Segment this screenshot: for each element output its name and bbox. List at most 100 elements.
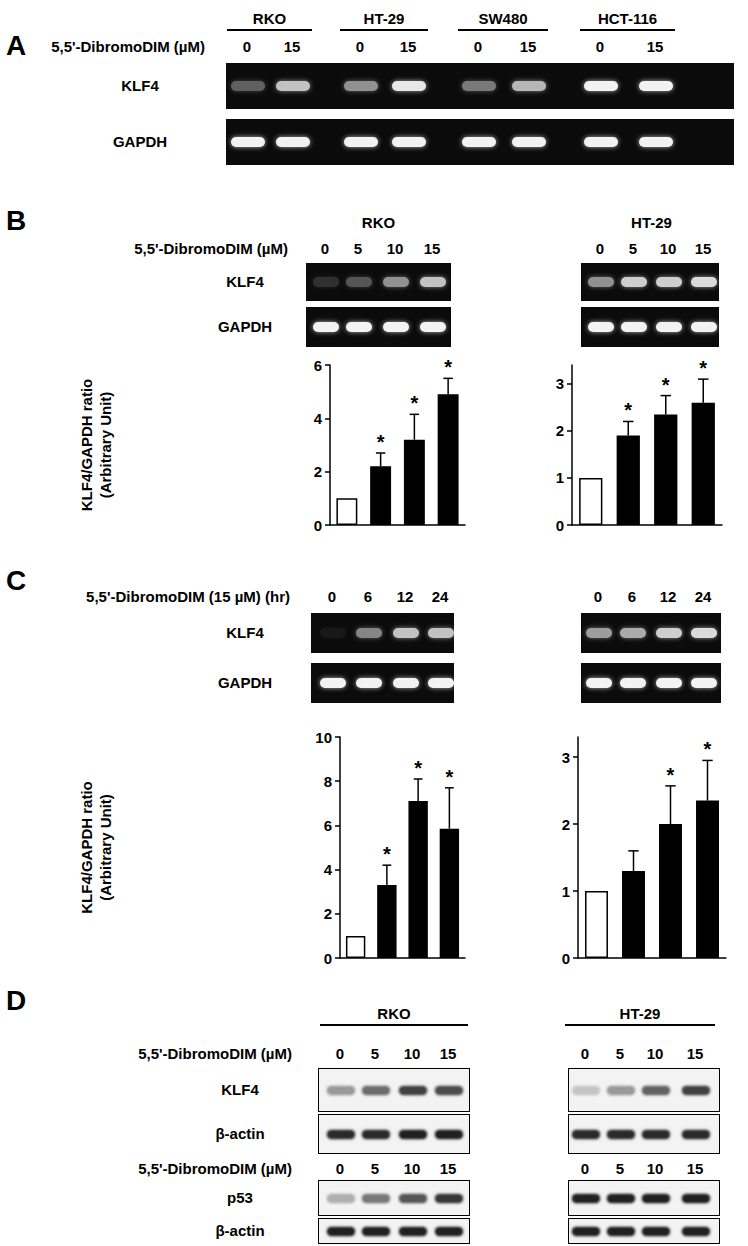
svg-text:(Arbitrary Unit): (Arbitrary Unit)	[97, 794, 114, 901]
html-text:6: 6	[627, 588, 637, 605]
html-text:15: 15	[686, 1045, 704, 1062]
html-text:15: 15	[399, 38, 417, 55]
html-text:12: 12	[396, 588, 414, 605]
html-text:10: 10	[403, 1160, 421, 1177]
svg-text:*: *	[377, 431, 385, 453]
html-text:HT-29: HT-29	[631, 214, 672, 231]
html-text:5,5'-DibromoDIM (15 µM) (hr): 5,5'-DibromoDIM (15 µM) (hr)	[86, 588, 290, 605]
html-text:0: 0	[327, 588, 337, 605]
svg-text:0: 0	[314, 517, 322, 534]
html-text:KLF4: KLF4	[226, 273, 264, 290]
html-text:RKO: RKO	[377, 1005, 411, 1022]
html-text:15: 15	[439, 1160, 457, 1177]
html-text:0: 0	[473, 38, 483, 55]
svg-text:2: 2	[556, 422, 564, 439]
svg-text:KLF4/GAPDH ratio: KLF4/GAPDH ratio	[78, 379, 95, 512]
svg-text:0: 0	[324, 950, 332, 967]
html-text:5,5'-DibromoDIM (µM): 5,5'-DibromoDIM (µM)	[138, 1160, 292, 1177]
svg-text:*: *	[444, 356, 452, 378]
svg-text:*: *	[624, 399, 632, 421]
html-text:GAPDH: GAPDH	[112, 133, 168, 150]
html-text:5: 5	[370, 1160, 380, 1177]
svg-text:0: 0	[556, 517, 564, 534]
html-text:10: 10	[386, 240, 404, 257]
html-text:15: 15	[519, 38, 537, 55]
svg-text:*: *	[414, 757, 422, 779]
svg-text:*: *	[445, 766, 453, 788]
html-text:15: 15	[423, 240, 441, 257]
html-text:D: D	[6, 985, 27, 1016]
html-text:15: 15	[694, 240, 712, 257]
html-text:5: 5	[370, 1045, 380, 1062]
html-text:KLF4: KLF4	[121, 77, 159, 94]
html-text:0: 0	[242, 38, 252, 55]
html-text:A: A	[6, 30, 27, 61]
html-text:β-actin: β-actin	[215, 1222, 265, 1239]
svg-text:*: *	[699, 357, 707, 379]
html-text:SW480: SW480	[478, 10, 528, 27]
html-text:10: 10	[646, 1160, 664, 1177]
html-text:HT-29: HT-29	[619, 1005, 661, 1022]
svg-text:1: 1	[562, 883, 570, 900]
svg-text:3: 3	[556, 375, 564, 392]
html-text:10: 10	[659, 240, 677, 257]
html-text:5: 5	[353, 240, 363, 257]
html-text:0: 0	[355, 38, 365, 55]
html-text:24: 24	[694, 588, 712, 605]
svg-text:*: *	[410, 392, 418, 414]
html-text:0: 0	[595, 38, 605, 55]
svg-text:2: 2	[324, 905, 332, 922]
html-text:0: 0	[335, 1045, 345, 1062]
html-text:C: C	[6, 565, 27, 596]
html-text:0: 0	[580, 1045, 590, 1062]
html-text:6: 6	[363, 588, 373, 605]
html-text:24: 24	[431, 588, 449, 605]
html-text:15: 15	[283, 38, 301, 55]
html-text:HCT-116: HCT-116	[597, 10, 658, 27]
html-text:12: 12	[659, 588, 677, 605]
html-text:GAPDH: GAPDH	[217, 674, 273, 691]
html-text:KLF4: KLF4	[221, 1081, 259, 1098]
svg-text:2: 2	[562, 816, 570, 833]
svg-text:0: 0	[562, 950, 570, 967]
svg-text:*: *	[704, 738, 712, 760]
html-text:RKO: RKO	[252, 10, 287, 27]
html-text:p53: p53	[227, 1189, 253, 1206]
html-text:β-actin: β-actin	[215, 1125, 265, 1142]
html-text:5,5'-DibromoDIM (µM): 5,5'-DibromoDIM (µM)	[51, 38, 205, 55]
html-text:5: 5	[615, 1045, 625, 1062]
svg-text:*: *	[662, 374, 670, 396]
html-text:5: 5	[615, 1160, 625, 1177]
svg-text:4: 4	[324, 861, 333, 878]
svg-text:KLF4/GAPDH ratio: KLF4/GAPDH ratio	[78, 781, 95, 914]
html-text:15: 15	[439, 1045, 457, 1062]
html-text:KLF4: KLF4	[226, 624, 264, 641]
html-text:5,5'-DibromoDIM (µM): 5,5'-DibromoDIM (µM)	[138, 1045, 292, 1062]
svg-text:*: *	[383, 843, 391, 865]
svg-text:2: 2	[314, 463, 322, 480]
svg-text:6: 6	[314, 357, 322, 374]
svg-text:10: 10	[315, 729, 332, 746]
svg-text:3: 3	[562, 749, 570, 766]
html-text:HT-29: HT-29	[363, 10, 405, 27]
html-text:0: 0	[320, 240, 330, 257]
svg-text:8: 8	[324, 773, 332, 790]
html-text:0: 0	[335, 1160, 345, 1177]
svg-text:1: 1	[556, 469, 564, 486]
html-text:B: B	[6, 205, 27, 236]
svg-text:4: 4	[314, 410, 323, 427]
html-text:10: 10	[646, 1045, 664, 1062]
html-text:15: 15	[686, 1160, 704, 1177]
html-text:5,5'-DibromoDIM (µM): 5,5'-DibromoDIM (µM)	[134, 240, 288, 257]
html-text:5: 5	[628, 240, 638, 257]
svg-text:(Arbitrary Unit): (Arbitrary Unit)	[97, 392, 114, 499]
html-text:RKO: RKO	[361, 214, 396, 231]
svg-text:6: 6	[324, 817, 332, 834]
html-text:15: 15	[646, 38, 664, 55]
html-text:GAPDH: GAPDH	[217, 318, 273, 335]
html-text:10: 10	[403, 1045, 421, 1062]
html-text:0: 0	[595, 240, 605, 257]
svg-text:*: *	[667, 764, 675, 786]
html-text:0: 0	[580, 1160, 590, 1177]
html-text:0: 0	[593, 588, 603, 605]
